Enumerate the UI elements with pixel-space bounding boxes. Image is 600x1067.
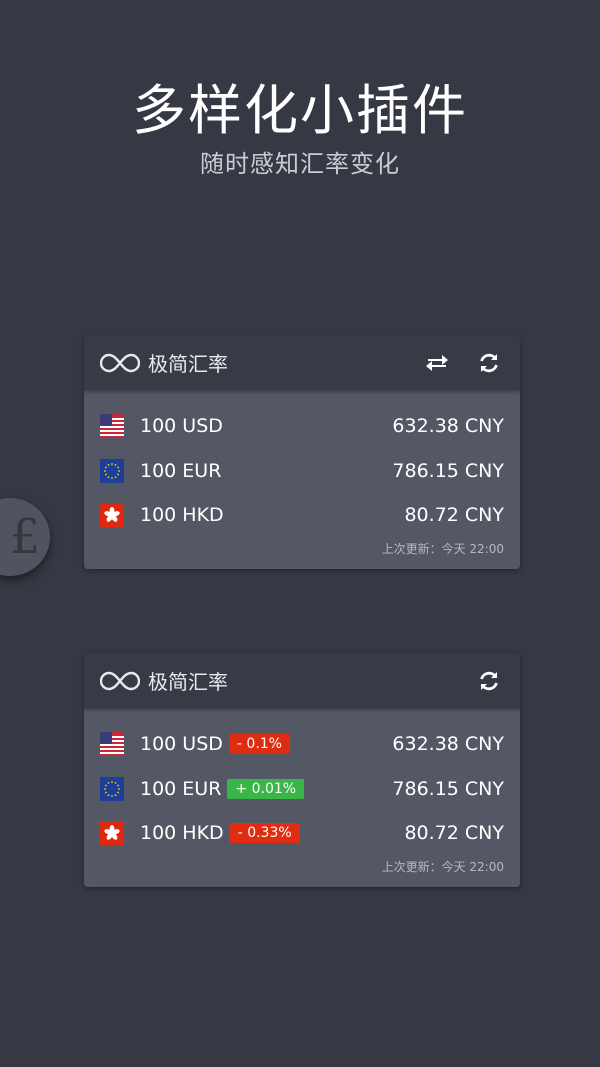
base-amount: 100 HKD [140,504,224,527]
pound-coin-icon: £ [0,498,50,576]
refresh-button[interactable] [474,666,504,696]
rate-widget: 极简汇率 100 USD - 0.1% 632.38 CNY 100 EUR + 0.01… [84,653,520,887]
widget-header: 极简汇率 [84,653,520,708]
converted-value: 632.38 CNY [392,733,504,756]
rate-row[interactable]: 100 USD - 0.1% 632.38 CNY [100,722,504,767]
base-amount: 100 USD [140,415,223,438]
swap-button[interactable] [422,348,452,378]
last-updated: 上次更新：今天 22:00 [381,541,504,556]
converted-value: 80.72 CNY [404,822,504,845]
change-badge: + 0.01% [227,778,305,799]
infinity-logo-icon [100,353,140,372]
widget-header: 极简汇率 [84,335,520,390]
widget-body: 100 USD - 0.1% 632.38 CNY 100 EUR + 0.01% 786… [84,708,520,887]
flag-eur-icon [100,458,124,483]
rate-row[interactable]: 100 EUR + 0.01% 786.15 CNY [100,767,504,812]
base-amount: 100 EUR [140,459,222,482]
page-title: 多样化小插件 [132,79,468,142]
refresh-button[interactable] [474,348,504,378]
swap-icon [424,353,450,373]
rate-widget: 极简汇率 100 USD 632.38 CNY 100 EUR 786.15 CNY 10… [84,335,520,569]
widget-brand: 极简汇率 [148,670,228,694]
base-amount: 100 EUR [140,777,222,800]
refresh-icon [477,351,501,375]
flag-hkd-icon [100,821,124,846]
change-badge: - 0.33% [229,823,300,844]
page-subtitle: 随时感知汇率变化 [200,150,400,178]
base-amount: 100 USD [140,733,223,756]
rate-row[interactable]: 100 HKD - 0.33% 80.72 CNY [100,811,504,856]
flag-eur-icon [100,776,124,801]
flag-usd-icon [100,414,124,439]
flag-hkd-icon [100,503,124,528]
widget-brand: 极简汇率 [148,352,228,376]
rate-row[interactable]: 100 USD 632.38 CNY [100,404,504,449]
rate-row[interactable]: 100 EUR 786.15 CNY [100,449,504,494]
converted-value: 786.15 CNY [392,777,504,800]
converted-value: 786.15 CNY [392,459,504,482]
base-amount: 100 HKD [140,822,224,845]
widget-body: 100 USD 632.38 CNY 100 EUR 786.15 CNY 100 HK… [84,390,520,569]
flag-usd-icon [100,732,124,757]
converted-value: 80.72 CNY [404,504,504,527]
converted-value: 632.38 CNY [392,415,504,438]
change-badge: - 0.1% [228,734,290,755]
rate-row[interactable]: 100 HKD 80.72 CNY [100,493,504,538]
refresh-icon [477,669,501,693]
last-updated: 上次更新：今天 22:00 [381,859,504,874]
infinity-logo-icon [100,671,140,690]
